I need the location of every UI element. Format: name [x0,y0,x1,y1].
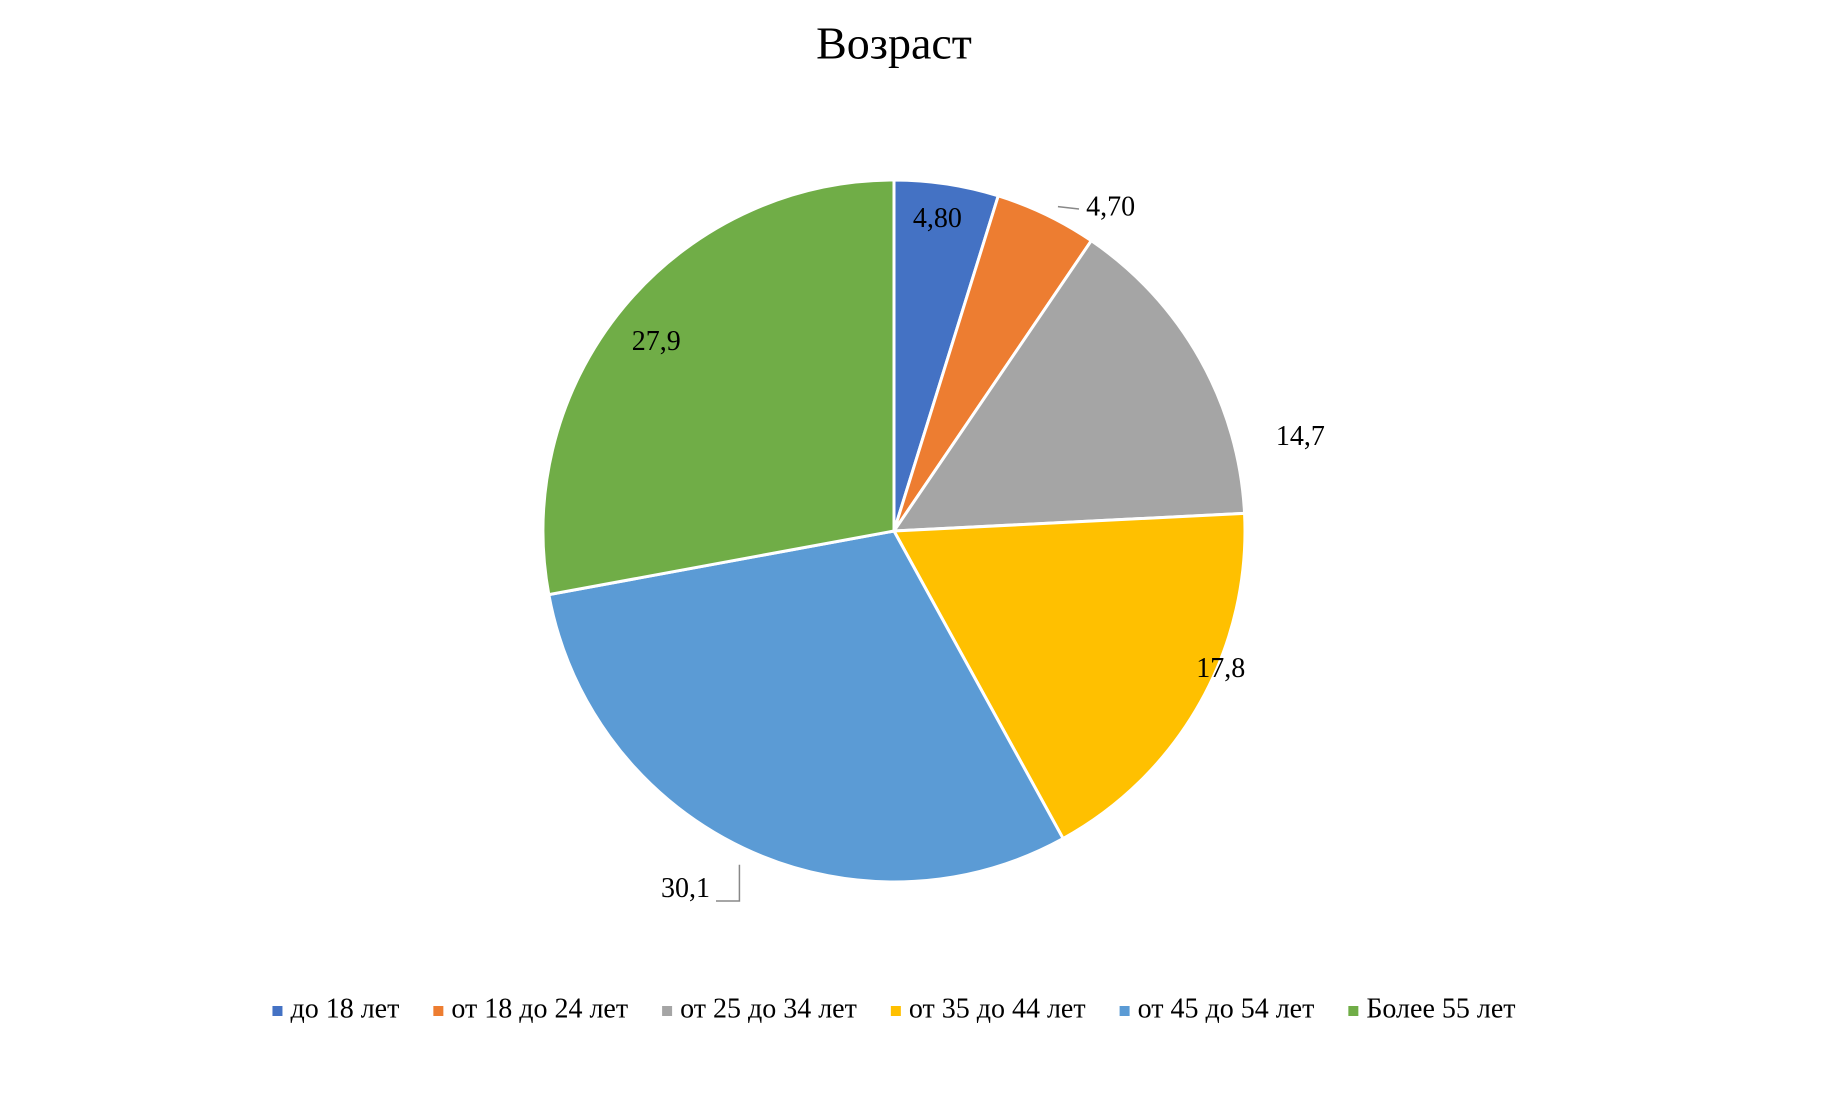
pie-slice [547,529,1066,884]
legend-swatch [662,1006,673,1016]
legend-swatch [1119,1006,1130,1016]
legend-swatch [890,1006,901,1016]
legend-label: от 35 до 44 лет [909,993,1086,1024]
data-label: 30,1 [661,873,710,904]
legend-label: от 18 до 24 лет [451,993,628,1024]
pie-slice [891,511,1247,841]
data-label: 14,7 [1276,421,1325,452]
leader-line [716,864,741,902]
leader-line [1057,205,1080,210]
data-label: 4,70 [1086,191,1135,222]
pie-slice [541,178,896,597]
data-label: 4,80 [913,203,962,234]
data-label: 17,8 [1196,653,1245,684]
data-label: 27,9 [632,326,681,357]
legend-swatch [1348,1006,1359,1016]
legend-label: до 18 лет [290,993,399,1024]
chart-title: Возраст [816,18,972,69]
legend-label: Более 55 лет [1366,993,1515,1024]
pie-slice [891,238,1247,533]
legend-swatch [433,1006,444,1016]
legend-swatch [272,1006,283,1016]
legend-label: от 45 до 54 лет [1138,993,1315,1024]
legend-label: от 25 до 34 лет [680,993,857,1024]
